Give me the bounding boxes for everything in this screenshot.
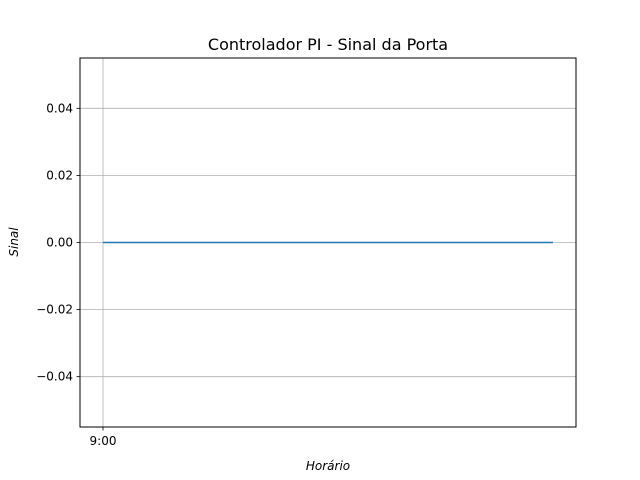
x-axis-label: Horário [306, 459, 350, 473]
y-tick-label: 0.04 [46, 101, 73, 115]
y-axis-label: Sinal [7, 227, 21, 257]
y-tick-label: −0.04 [36, 370, 73, 384]
y-tick-label: −0.02 [36, 303, 73, 317]
y-tick-label: 0.00 [46, 236, 73, 250]
y-tick-label: 0.02 [46, 168, 73, 182]
chart-title: Controlador PI - Sinal da Porta [208, 35, 448, 54]
x-tick-label: 9:00 [90, 434, 117, 448]
x-axis: 9:00 [90, 427, 117, 448]
y-axis: −0.04 −0.02 0.00 0.02 0.04 [36, 101, 80, 384]
